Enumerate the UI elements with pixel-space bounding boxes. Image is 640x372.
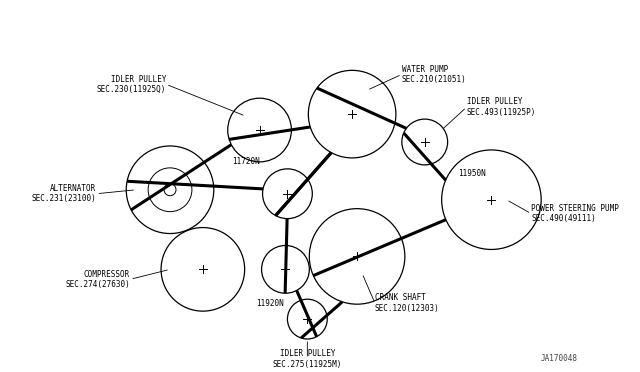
- Text: IDLER PULLEY
SEC.275(11925M): IDLER PULLEY SEC.275(11925M): [273, 349, 342, 369]
- Text: POWER STEERING PUMP
SEC.490(49111): POWER STEERING PUMP SEC.490(49111): [531, 204, 619, 223]
- Text: JA170048: JA170048: [541, 354, 578, 363]
- Text: ALTERNATOR
SEC.231(23100): ALTERNATOR SEC.231(23100): [31, 184, 97, 203]
- Text: COMPRESSOR
SEC.274(27630): COMPRESSOR SEC.274(27630): [65, 270, 130, 289]
- Text: CRANK SHAFT
SEC.120(12303): CRANK SHAFT SEC.120(12303): [375, 294, 440, 313]
- Text: 11950N: 11950N: [459, 169, 486, 178]
- Text: 11720N: 11720N: [232, 157, 260, 166]
- Text: IDLER PULLEY
SEC.493(11925P): IDLER PULLEY SEC.493(11925P): [467, 97, 536, 117]
- Text: 11920N: 11920N: [255, 299, 284, 308]
- Text: IDLER PULLEY
SEC.230(11925Q): IDLER PULLEY SEC.230(11925Q): [97, 74, 166, 94]
- Text: WATER PUMP
SEC.210(21051): WATER PUMP SEC.210(21051): [402, 65, 467, 84]
